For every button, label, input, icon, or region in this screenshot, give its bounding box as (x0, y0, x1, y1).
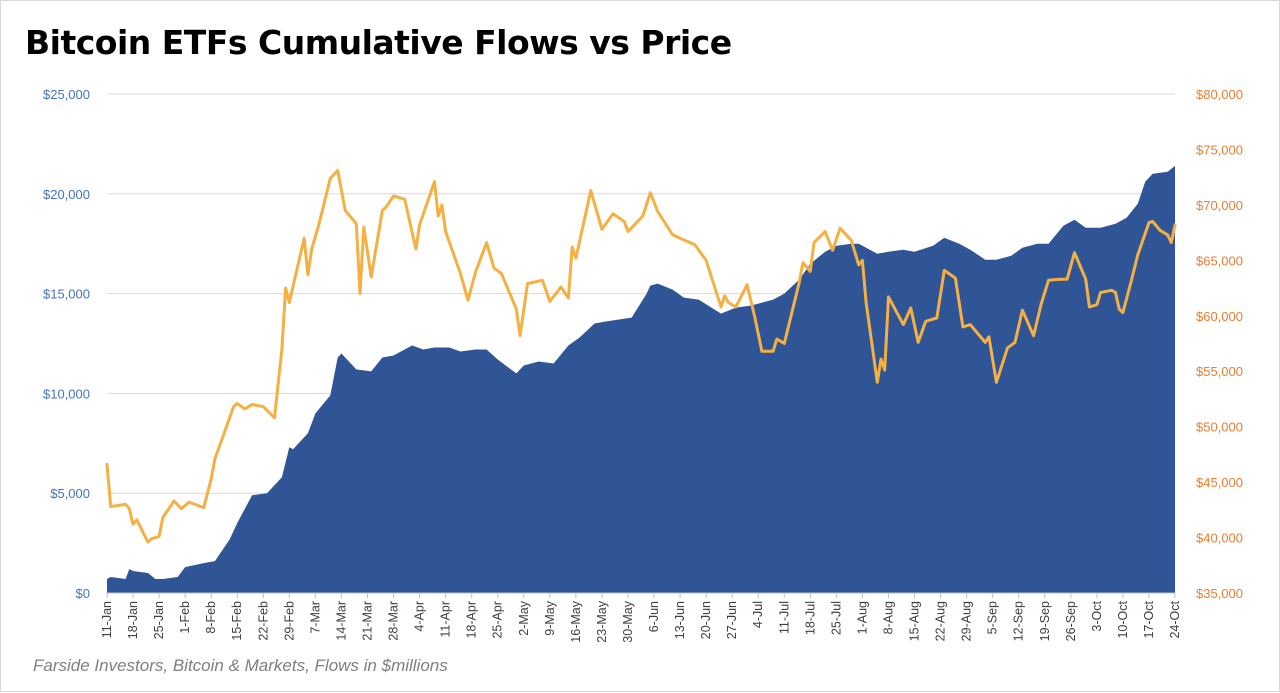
x-axis-tick-label: 30-May (621, 600, 635, 642)
x-axis-tick-label: 21-Mar (360, 601, 374, 641)
bitcoin-price-line (105, 169, 1177, 544)
x-axis-tick-label: 4-Apr (413, 601, 427, 632)
x-axis-tick-label: 13-Jun (673, 601, 687, 639)
x-axis-tick-label: 26-Sep (1064, 601, 1078, 641)
x-axis-tick-label: 11-Jul (777, 601, 791, 634)
x-axis-tick-label: 9-May (543, 600, 557, 635)
right-axis-tick-label: $70,000 (1196, 198, 1243, 213)
right-axis-tick-label: $45,000 (1196, 475, 1243, 490)
left-axis-tick-label: $15,000 (43, 287, 90, 302)
x-axis-tick-label: 6-Jun (647, 601, 661, 632)
x-axis-tick-label: 5-Sep (986, 601, 1000, 634)
source-footnote: Farside Investors, Bitcoin & Markets, Fl… (33, 656, 448, 675)
x-axis-tick-label: 24-Oct (1168, 600, 1182, 638)
x-axis-tick-label: 8-Feb (204, 601, 218, 634)
right-axis-ticks: $35,000 $40,000 $45,000 $50,000 $55,000 $60,0… (1196, 87, 1243, 601)
x-axis-tick-label: 22-Feb (256, 601, 270, 641)
x-axis-tick-label: 11-Jan (100, 601, 114, 638)
x-axis-tick-label: 27-Jun (725, 601, 739, 639)
x-axis-tick-label: 29-Aug (960, 601, 974, 641)
x-axis-tick-label: 17-Oct (1142, 600, 1156, 638)
left-axis-ticks: $0 $5,000 $10,000 $15,000 $20,000 $25,000 (43, 87, 90, 601)
right-axis-tick-label: $40,000 (1196, 531, 1243, 546)
x-axis-tick-label: 25-Jan (152, 601, 166, 639)
right-axis-tick-label: $35,000 (1196, 586, 1243, 601)
left-axis-tick-label: $25,000 (43, 87, 90, 102)
x-axis-tick-label: 18-Apr (465, 601, 479, 639)
x-axis-tick-label: 2-May (517, 600, 531, 635)
right-axis-tick-label: $65,000 (1196, 253, 1243, 268)
right-axis-tick-label: $80,000 (1196, 87, 1243, 102)
right-axis-tick-label: $55,000 (1196, 364, 1243, 379)
x-axis-tick-label: 28-Mar (387, 601, 401, 641)
left-axis-tick-label: $0 (76, 586, 90, 601)
x-axis-tick-label: 18-Jul (803, 601, 817, 635)
right-axis-tick-label: $60,000 (1196, 309, 1243, 324)
chart-title: Bitcoin ETFs Cumulative Flows vs Price (25, 23, 732, 62)
x-axis-tick-label: 4-Jul (751, 601, 765, 628)
x-axis-tick-label: 15-Aug (908, 601, 922, 641)
x-axis-ticks: 11-Jan 18-Jan 25-Jan 1-Feb 8-Feb 15-Feb 22-Feb… (100, 593, 1182, 643)
x-axis-tick-label: 1-Feb (178, 601, 192, 634)
x-axis-tick-label: 1-Aug (855, 601, 869, 634)
x-axis-tick-label: 10-Oct (1116, 600, 1130, 638)
x-axis-tick-label: 25-Jul (829, 601, 843, 635)
x-axis-tick-label: 12-Sep (1012, 601, 1026, 641)
x-axis-tick-label: 19-Sep (1038, 601, 1052, 641)
x-axis-tick-label: 29-Feb (282, 601, 296, 641)
x-axis-tick-label: 22-Aug (934, 601, 948, 641)
right-axis-tick-label: $50,000 (1196, 420, 1243, 435)
cumulative-flows-area (107, 165, 1175, 593)
x-axis-tick-label: 3-Oct (1090, 600, 1104, 631)
right-axis-tick-label: $75,000 (1196, 142, 1243, 157)
left-axis-tick-label: $5,000 (50, 486, 90, 501)
x-axis-tick-label: 8-Aug (881, 601, 895, 634)
x-axis-tick-label: 11-Apr (439, 601, 453, 638)
x-axis-tick-label: 20-Jun (699, 601, 713, 639)
x-axis-tick-label: 23-May (595, 600, 609, 642)
x-axis-tick-label: 18-Jan (126, 601, 140, 639)
x-axis-tick-label: 7-Mar (308, 601, 322, 634)
x-axis-tick-label: 15-Feb (230, 601, 244, 641)
x-axis-tick-label: 14-Mar (334, 601, 348, 641)
x-axis-tick-label: 25-Apr (491, 601, 505, 639)
left-axis-tick-label: $20,000 (43, 187, 90, 202)
left-axis-tick-label: $10,000 (43, 386, 90, 401)
x-axis-tick-label: 16-May (569, 600, 583, 642)
